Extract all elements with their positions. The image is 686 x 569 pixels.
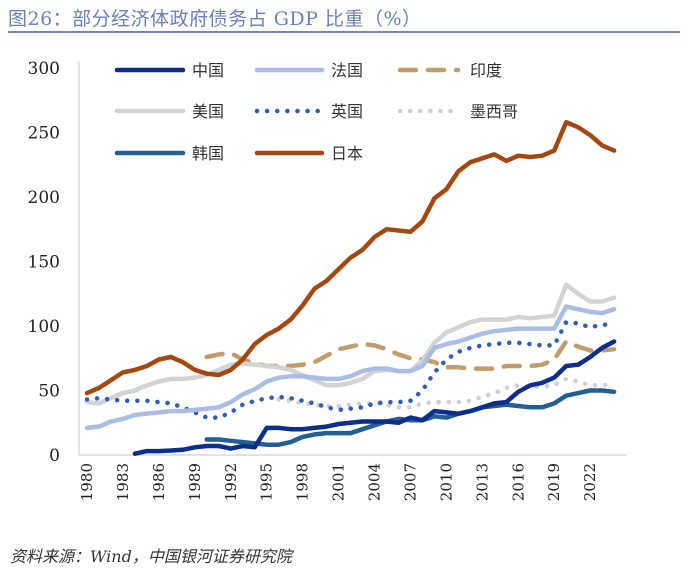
y-tick-label: 300 [28,59,60,79]
legend-item: 美国 [114,102,224,121]
legend-label: 法国 [331,61,363,80]
legend-label: 韩国 [192,144,224,163]
series-line-6 [204,388,617,447]
legend-item: 日本 [254,144,363,163]
x-tick-label: 2010 [437,463,455,501]
legend-item: 英国 [254,102,363,121]
legend-label: 墨西哥 [470,102,518,121]
x-tick-label: 2016 [509,463,527,501]
series-line-5 [276,376,617,410]
y-tick-label: 150 [28,253,60,273]
series-line-1 [84,304,617,431]
x-tick-label: 2022 [581,463,599,501]
chart-title: 图26：部分经济体政府债务占 GDP 比重（%） [8,8,422,30]
y-tick-label: 100 [28,317,60,337]
y-tick-label: 0 [49,446,60,466]
x-tick-label: 1992 [222,463,240,501]
y-tick-label: 250 [28,124,60,144]
y-tick-label: 200 [28,188,60,208]
x-tick-label: 1983 [114,463,132,501]
legend-item: 韩国 [114,144,224,163]
x-tick-label: 1980 [78,463,96,501]
legend-item: 中国 [114,61,224,80]
x-tick-label: 1989 [186,463,204,501]
legend-label: 日本 [331,144,363,163]
x-tick-label: 1995 [258,463,276,501]
legend-label: 印度 [470,61,502,80]
x-tick-label: 2001 [330,463,348,501]
legend-label: 中国 [192,61,224,80]
legend-item: 墨西哥 [397,102,518,121]
series-line-7 [84,119,617,396]
title-divider [8,31,680,33]
legend-label: 美国 [192,102,224,121]
axes: 0 50 100 150 200 250 300 1980 1983 1986 1989 1992 19… [28,59,627,501]
x-tick-label: 2004 [366,463,384,501]
series-line-4 [84,319,617,420]
series-line-3 [84,282,617,406]
legend-item: 法国 [254,61,363,80]
x-tick-label: 2019 [545,463,563,501]
series-lines [84,119,617,456]
series-line-0 [132,339,617,456]
x-tick-label: 2007 [401,463,419,501]
x-tick-label: 1998 [294,463,312,501]
x-tick-label: 1986 [150,463,168,501]
legend-item: 印度 [397,61,502,80]
x-tick-label: 2013 [473,463,491,501]
y-tick-label: 50 [38,382,60,402]
source-note: 资料来源：Wind，中国银河证券研究院 [10,547,292,566]
legend-label: 英国 [331,102,363,121]
